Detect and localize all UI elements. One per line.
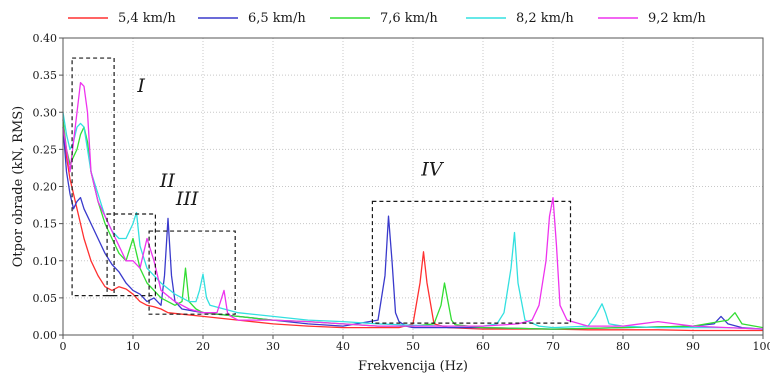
- legend-label-5: 9,2 km/h: [648, 11, 706, 26]
- legend-label-2: 6,5 km/h: [248, 11, 306, 26]
- x-tick-label: 30: [266, 340, 280, 353]
- legend-label-1: 5,4 km/h: [118, 11, 176, 26]
- region-label-2: II: [159, 170, 176, 192]
- y-tick-label: 0.00: [33, 329, 58, 342]
- y-tick-label: 0.30: [33, 106, 58, 119]
- y-tick-label: 0.35: [33, 69, 58, 82]
- legend-label-3: 7,6 km/h: [380, 11, 438, 26]
- region-label-3: III: [175, 188, 199, 210]
- x-tick-label: 80: [616, 340, 630, 353]
- x-tick-label: 90: [686, 340, 700, 353]
- region-label-4: IV: [420, 158, 445, 180]
- x-tick-label: 60: [476, 340, 490, 353]
- y-tick-label: 0.20: [33, 181, 58, 194]
- y-tick-label: 0.40: [33, 32, 58, 45]
- x-tick-label: 70: [546, 340, 560, 353]
- x-tick-label: 20: [196, 340, 210, 353]
- y-tick-label: 0.05: [33, 292, 58, 305]
- x-tick-label: 10: [126, 340, 140, 353]
- y-tick-label: 0.25: [33, 143, 58, 156]
- x-tick-label: 100: [753, 340, 770, 353]
- x-tick-label: 50: [406, 340, 420, 353]
- x-tick-label: 40: [336, 340, 350, 353]
- y-tick-label: 0.10: [33, 255, 58, 268]
- region-label-1: I: [136, 75, 145, 97]
- x-tick-label: 0: [60, 340, 67, 353]
- x-axis-label: Frekvencija (Hz): [358, 359, 468, 374]
- y-tick-label: 0.15: [33, 218, 58, 231]
- legend-label-4: 8,2 km/h: [516, 11, 574, 26]
- y-axis-label: Otpor obrade (kN, RMS): [11, 106, 26, 267]
